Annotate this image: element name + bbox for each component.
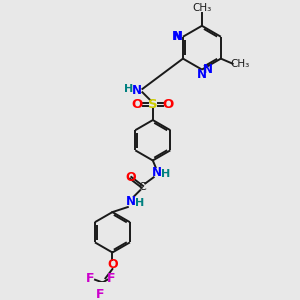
Text: F: F: [86, 272, 94, 285]
Text: F: F: [107, 272, 116, 285]
Text: O: O: [163, 98, 174, 111]
Text: O: O: [125, 171, 136, 184]
Text: H: H: [124, 84, 133, 94]
Text: CH₃: CH₃: [230, 59, 249, 69]
Text: N: N: [132, 83, 142, 97]
Text: N: N: [173, 30, 183, 43]
Text: N: N: [202, 63, 212, 76]
Text: N: N: [126, 195, 136, 208]
Text: F: F: [96, 288, 105, 300]
Text: O: O: [132, 98, 143, 111]
Text: O: O: [107, 258, 118, 271]
Text: H: H: [161, 169, 171, 179]
Text: C: C: [139, 182, 146, 192]
Text: CH₃: CH₃: [192, 3, 212, 13]
Text: N: N: [152, 166, 162, 179]
Text: S: S: [148, 98, 158, 111]
Text: H: H: [135, 198, 144, 208]
Text: N: N: [197, 68, 207, 81]
Text: N: N: [172, 30, 182, 43]
